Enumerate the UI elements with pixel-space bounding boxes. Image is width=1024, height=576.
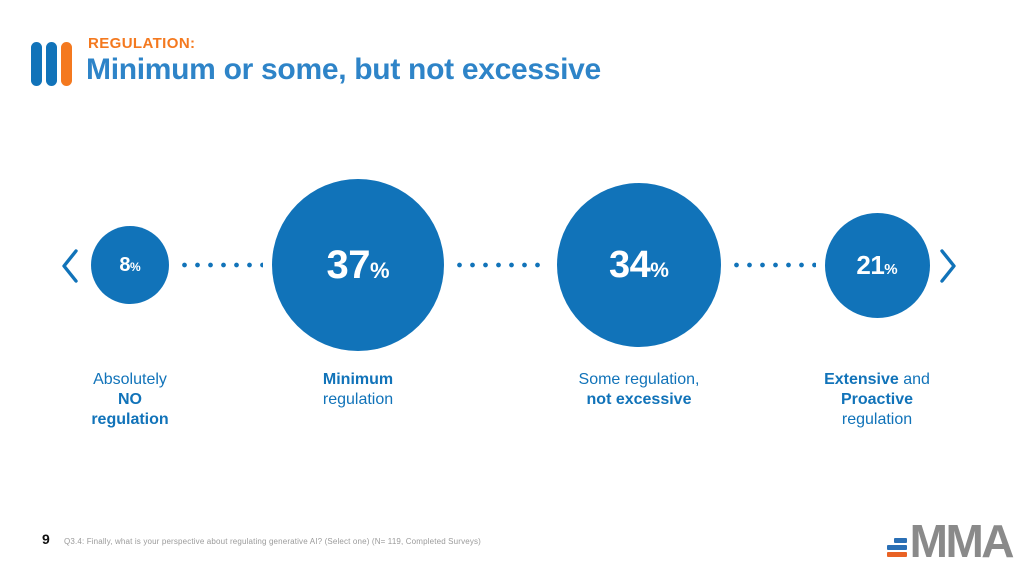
page-number: 9 bbox=[42, 531, 50, 547]
slide-accent-bars-icon bbox=[31, 42, 72, 86]
bubble-percent-sign: % bbox=[369, 257, 390, 283]
bubble-label: Some regulation, not excessive bbox=[578, 371, 700, 408]
accent-bar-orange bbox=[61, 42, 72, 86]
accent-bar-blue bbox=[31, 42, 42, 86]
bubble-label: Absolutely NO regulation bbox=[91, 371, 169, 428]
slide-title: Minimum or some, but not excessive bbox=[86, 53, 601, 86]
bubble-extensive-and-proactive-regulation: 21% bbox=[824, 212, 930, 318]
dots-connector bbox=[730, 261, 816, 269]
bubble-some-regulation-not-excessive: 34% bbox=[557, 183, 721, 347]
bubble-percent-sign: % bbox=[129, 259, 141, 274]
dots-connector bbox=[453, 261, 548, 269]
bubble-value: 8 bbox=[119, 253, 130, 276]
dots-connector bbox=[178, 261, 263, 269]
bubble-label: Extensive and Proactive regulation bbox=[824, 371, 930, 428]
chevron-right-icon bbox=[940, 249, 956, 283]
mma-logo-text: MMA bbox=[909, 515, 1015, 567]
mma-logo-mark-icon bbox=[886, 538, 907, 557]
bubble-value: 37 bbox=[326, 242, 370, 287]
section-eyebrow: REGULATION: bbox=[88, 35, 196, 52]
accent-bar-blue bbox=[46, 42, 57, 86]
chevron-left-icon bbox=[62, 249, 78, 283]
bubble-percent-sign: % bbox=[650, 258, 669, 282]
mma-logo: MMA bbox=[886, 515, 1015, 567]
bubble-percent-sign: % bbox=[884, 260, 898, 278]
bubble-absolutely-no-regulation: 8% bbox=[91, 226, 169, 304]
bubble-value: 21 bbox=[856, 249, 885, 280]
bubble-value: 34 bbox=[609, 243, 651, 286]
footnote: Q3.4: Finally, what is your perspective … bbox=[64, 537, 481, 546]
bubble-minimum-regulation: 37% bbox=[272, 179, 444, 351]
bubble-label: Minimum regulation bbox=[322, 371, 394, 408]
